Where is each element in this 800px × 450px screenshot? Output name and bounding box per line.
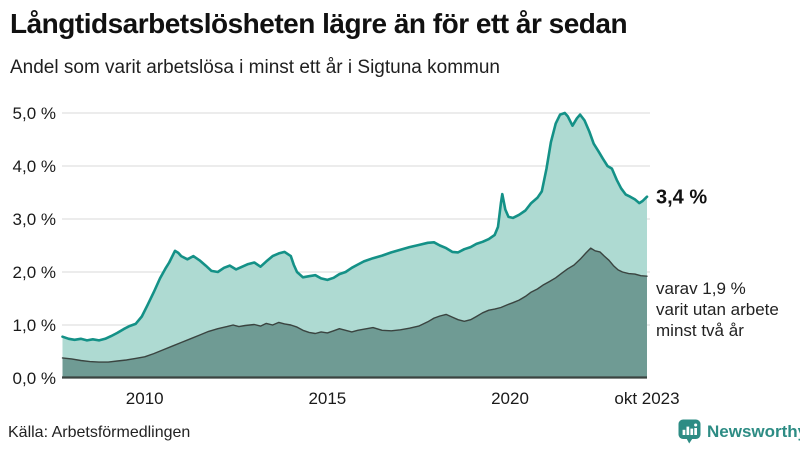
x-tick-label: 2015 bbox=[308, 389, 346, 408]
brand-name: Newsworthy bbox=[707, 421, 800, 441]
series-line-1 bbox=[61, 247, 648, 363]
annotation-line: varav 1,9 % bbox=[656, 279, 746, 298]
annotation-latest-value: 3,4 % bbox=[656, 187, 707, 209]
annotation-secondary: varav 1,9 % varit utan arbete minst två år bbox=[656, 279, 779, 340]
y-tick-label: 2,0 % bbox=[13, 263, 56, 282]
newsworthy-bar-chart-bubble-icon bbox=[678, 419, 701, 444]
y-tick-label: 4,0 % bbox=[13, 157, 56, 176]
page-title: Långtidsarbetslösheten lägre än för ett … bbox=[10, 8, 628, 39]
series-area-1 bbox=[62, 248, 647, 378]
x-tick-label: okt 2023 bbox=[614, 389, 679, 408]
x-tick-label: 2020 bbox=[491, 389, 529, 408]
y-tick-label: 1,0 % bbox=[13, 316, 56, 335]
y-tick-label: 5,0 % bbox=[13, 104, 56, 123]
annotation-line: varit utan arbete bbox=[656, 300, 779, 319]
y-tick-label: 3,0 % bbox=[13, 210, 56, 229]
source-note: Källa: Arbetsförmedlingen bbox=[8, 424, 191, 441]
page-subtitle: Andel som varit arbetslösa i minst ett å… bbox=[10, 57, 500, 78]
series-line-0 bbox=[61, 111, 649, 342]
y-tick-label: 0,0 % bbox=[13, 369, 56, 388]
brand-logo: Newsworthy bbox=[678, 419, 800, 444]
annotation-line: minst två år bbox=[656, 321, 744, 340]
x-tick-label: 2010 bbox=[126, 389, 164, 408]
